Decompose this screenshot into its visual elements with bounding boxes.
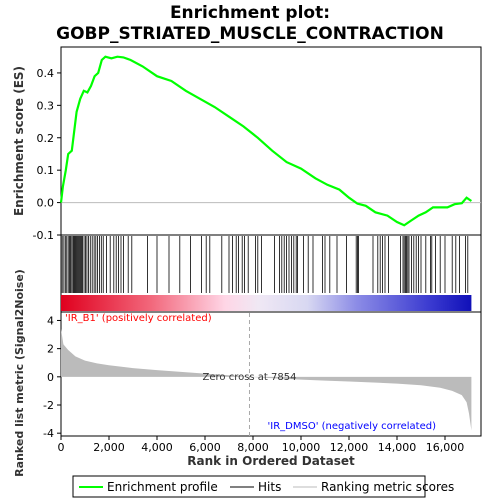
ranked-list-color-bar [61,295,472,311]
es-tick-label: 0.4 [37,67,55,80]
es-tick-label: 0.1 [37,164,55,177]
legend-label-enrichment-profile: Enrichment profile [107,480,218,494]
x-tick-label: 14,000 [378,441,417,454]
es-tick-label: 0.3 [37,99,55,112]
x-tick-label: 0 [58,441,65,454]
chart-title-line-2: GOBP_STRIATED_MUSCLE_CONTRACTION [56,24,444,44]
es-y-axis-title: Enrichment score (ES) [12,66,26,216]
hit-marks [61,236,469,293]
x-tick-label: 8,000 [237,441,269,454]
x-tick-label: 10,000 [282,441,321,454]
metric-tick-label: 2 [47,343,54,356]
x-tick-label: 4,000 [141,441,173,454]
legend-label-hits: Hits [258,480,281,494]
legend: Enrichment profile Hits Ranking metric s… [72,475,454,498]
chart-title-line-1: Enrichment plot: [170,3,330,23]
legend-label-ranking-metric: Ranking metric scores [321,480,454,494]
x-tick-label: 6,000 [189,441,221,454]
es-tick-label: 0.0 [37,197,55,210]
x-tick-label: 2,000 [93,441,125,454]
ranking-metric-area [61,328,472,431]
x-tick-label: 16,000 [426,441,465,454]
metric-tick-label: 4 [47,314,54,327]
metric-y-axis-ticks: -4 -2 0 2 4 [43,314,61,440]
x-axis-title: Rank in Ordered Dataset [187,454,355,468]
enrichment-profile-line [59,55,473,227]
metric-tick-label: 0 [47,371,54,384]
negative-correlation-label: 'IR_DMSO' (negatively correlated) [268,421,437,432]
metric-tick-label: -4 [43,427,54,440]
es-y-axis-ticks: -0.1 0.0 0.1 0.2 0.3 0.4 [33,67,61,242]
metric-y-axis-title: Ranked list metric (Signal2Noise) [13,269,26,477]
positive-correlation-label: 'IR_B1' (positively correlated) [65,313,212,324]
x-tick-label: 12,000 [330,441,369,454]
metric-tick-label: -2 [43,399,54,412]
zero-cross-label: Zero cross at 7854 [203,372,297,383]
es-panel-frame [60,46,482,236]
x-axis-ticks: 0 2,000 4,000 6,000 8,000 10,000 12,000 14,000 1… [58,436,465,454]
es-tick-label: -0.1 [33,229,54,242]
es-tick-label: 0.2 [37,132,55,145]
